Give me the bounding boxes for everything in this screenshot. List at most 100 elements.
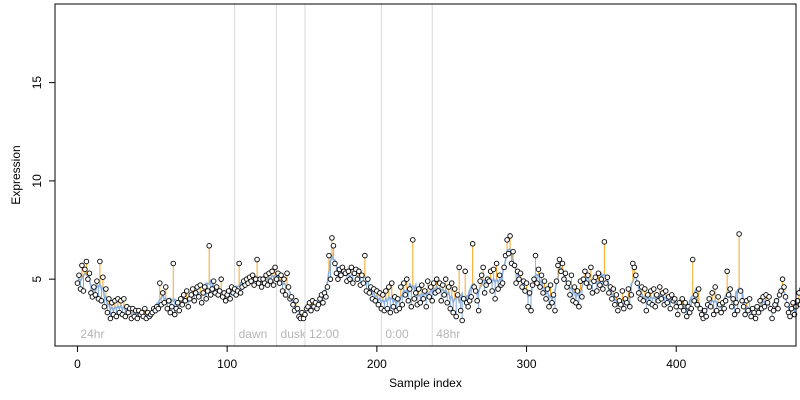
data-point (682, 300, 688, 306)
data-point (621, 305, 627, 312)
data-point (288, 294, 295, 300)
data-point (384, 305, 391, 312)
data-point (175, 300, 181, 306)
data-point (450, 309, 456, 316)
data-point (541, 278, 548, 284)
data-point (281, 276, 287, 282)
data-point (561, 276, 567, 282)
data-point (468, 294, 474, 300)
data-point (390, 303, 397, 310)
data-point (465, 303, 471, 310)
data-point (320, 300, 326, 306)
data-point (710, 311, 717, 318)
data-point (251, 282, 257, 288)
data-point (701, 307, 708, 314)
data-point (191, 298, 197, 304)
data-point (76, 272, 82, 278)
axes: 0 100 200 300 400 5 10 15 (30, 76, 687, 371)
data-point (538, 272, 545, 278)
data-point (683, 313, 690, 320)
data-point (327, 276, 334, 282)
data-point (213, 284, 220, 290)
data-point (522, 288, 528, 294)
data-point (680, 307, 687, 314)
data-point (429, 298, 435, 304)
data-point (643, 307, 650, 314)
data-point (423, 303, 429, 310)
data-point (183, 288, 190, 294)
data-point (350, 280, 356, 286)
data-point (625, 286, 632, 292)
data-point (278, 272, 284, 278)
data-point (94, 278, 100, 284)
data-point (516, 276, 522, 282)
data-point (778, 288, 784, 294)
data-point (757, 298, 763, 304)
data-point (571, 284, 578, 290)
data-point (604, 274, 611, 280)
data-point (505, 250, 512, 257)
data-point (501, 264, 507, 271)
data-point (206, 243, 212, 249)
data-point (606, 290, 612, 296)
data-point (345, 268, 352, 275)
data-point (106, 296, 112, 302)
data-point (739, 298, 745, 304)
data-point (237, 290, 244, 296)
data-point (727, 286, 733, 292)
data-point (725, 292, 732, 298)
phase-label: dawn (239, 327, 268, 341)
data-point (258, 284, 265, 290)
y-tick-label: 10 (30, 174, 44, 188)
data-point (411, 296, 418, 302)
data-point (483, 282, 489, 288)
data-point (728, 303, 735, 310)
data-point (424, 278, 431, 284)
data-point (574, 288, 581, 294)
data-point (597, 282, 603, 288)
data-point (164, 305, 171, 312)
data-point (619, 288, 626, 294)
data-point (270, 282, 277, 288)
data-point (480, 264, 486, 271)
data-point (496, 272, 503, 278)
data-point (198, 300, 205, 306)
data-point (663, 288, 669, 294)
data-point (273, 276, 280, 282)
data-point (248, 278, 254, 284)
data-point (475, 307, 482, 314)
data-point (715, 294, 721, 300)
data-point (490, 266, 497, 273)
data-point (160, 290, 166, 296)
data-point (417, 300, 424, 306)
data-point (761, 303, 768, 310)
data-point (731, 311, 738, 318)
data-point (74, 280, 81, 286)
data-point (163, 284, 169, 290)
data-point (730, 296, 736, 302)
data-point (565, 280, 572, 286)
data-point (396, 305, 403, 312)
data-point (787, 313, 793, 320)
data-point (395, 296, 401, 302)
data-point (583, 280, 590, 286)
data-point (568, 272, 575, 278)
data-point (754, 303, 760, 310)
data-point (567, 292, 573, 298)
data-point (372, 298, 379, 304)
x-tick-label: 200 (367, 357, 387, 371)
data-point (770, 307, 777, 314)
data-point (748, 313, 754, 320)
data-point (362, 252, 368, 259)
data-point (192, 290, 199, 296)
data-point (348, 264, 355, 271)
data-point (769, 315, 775, 322)
data-point (426, 294, 432, 300)
data-point (439, 282, 446, 288)
data-point (399, 301, 406, 308)
data-point (333, 270, 340, 277)
data-point (610, 286, 617, 292)
data-point (308, 307, 314, 314)
data-point (695, 286, 702, 292)
data-point (477, 278, 483, 284)
